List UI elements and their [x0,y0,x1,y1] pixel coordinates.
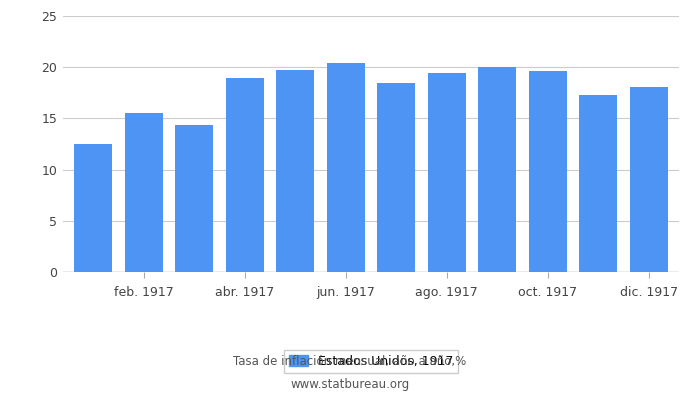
Bar [630,87,668,272]
Text: www.statbureau.org: www.statbureau.org [290,378,410,391]
Bar [276,70,314,272]
Bar [226,78,264,272]
Bar [580,95,617,272]
Bar [377,82,415,272]
Bar [74,144,112,272]
Bar [478,67,516,272]
Bar [175,124,214,272]
Bar [327,63,365,272]
Text: Tasa de inflación mensual, año a año,%: Tasa de inflación mensual, año a año,% [233,356,467,368]
Bar [528,71,567,272]
Bar [428,73,466,272]
Bar [125,113,162,272]
Legend: Estados Unidos, 1917: Estados Unidos, 1917 [284,350,458,373]
